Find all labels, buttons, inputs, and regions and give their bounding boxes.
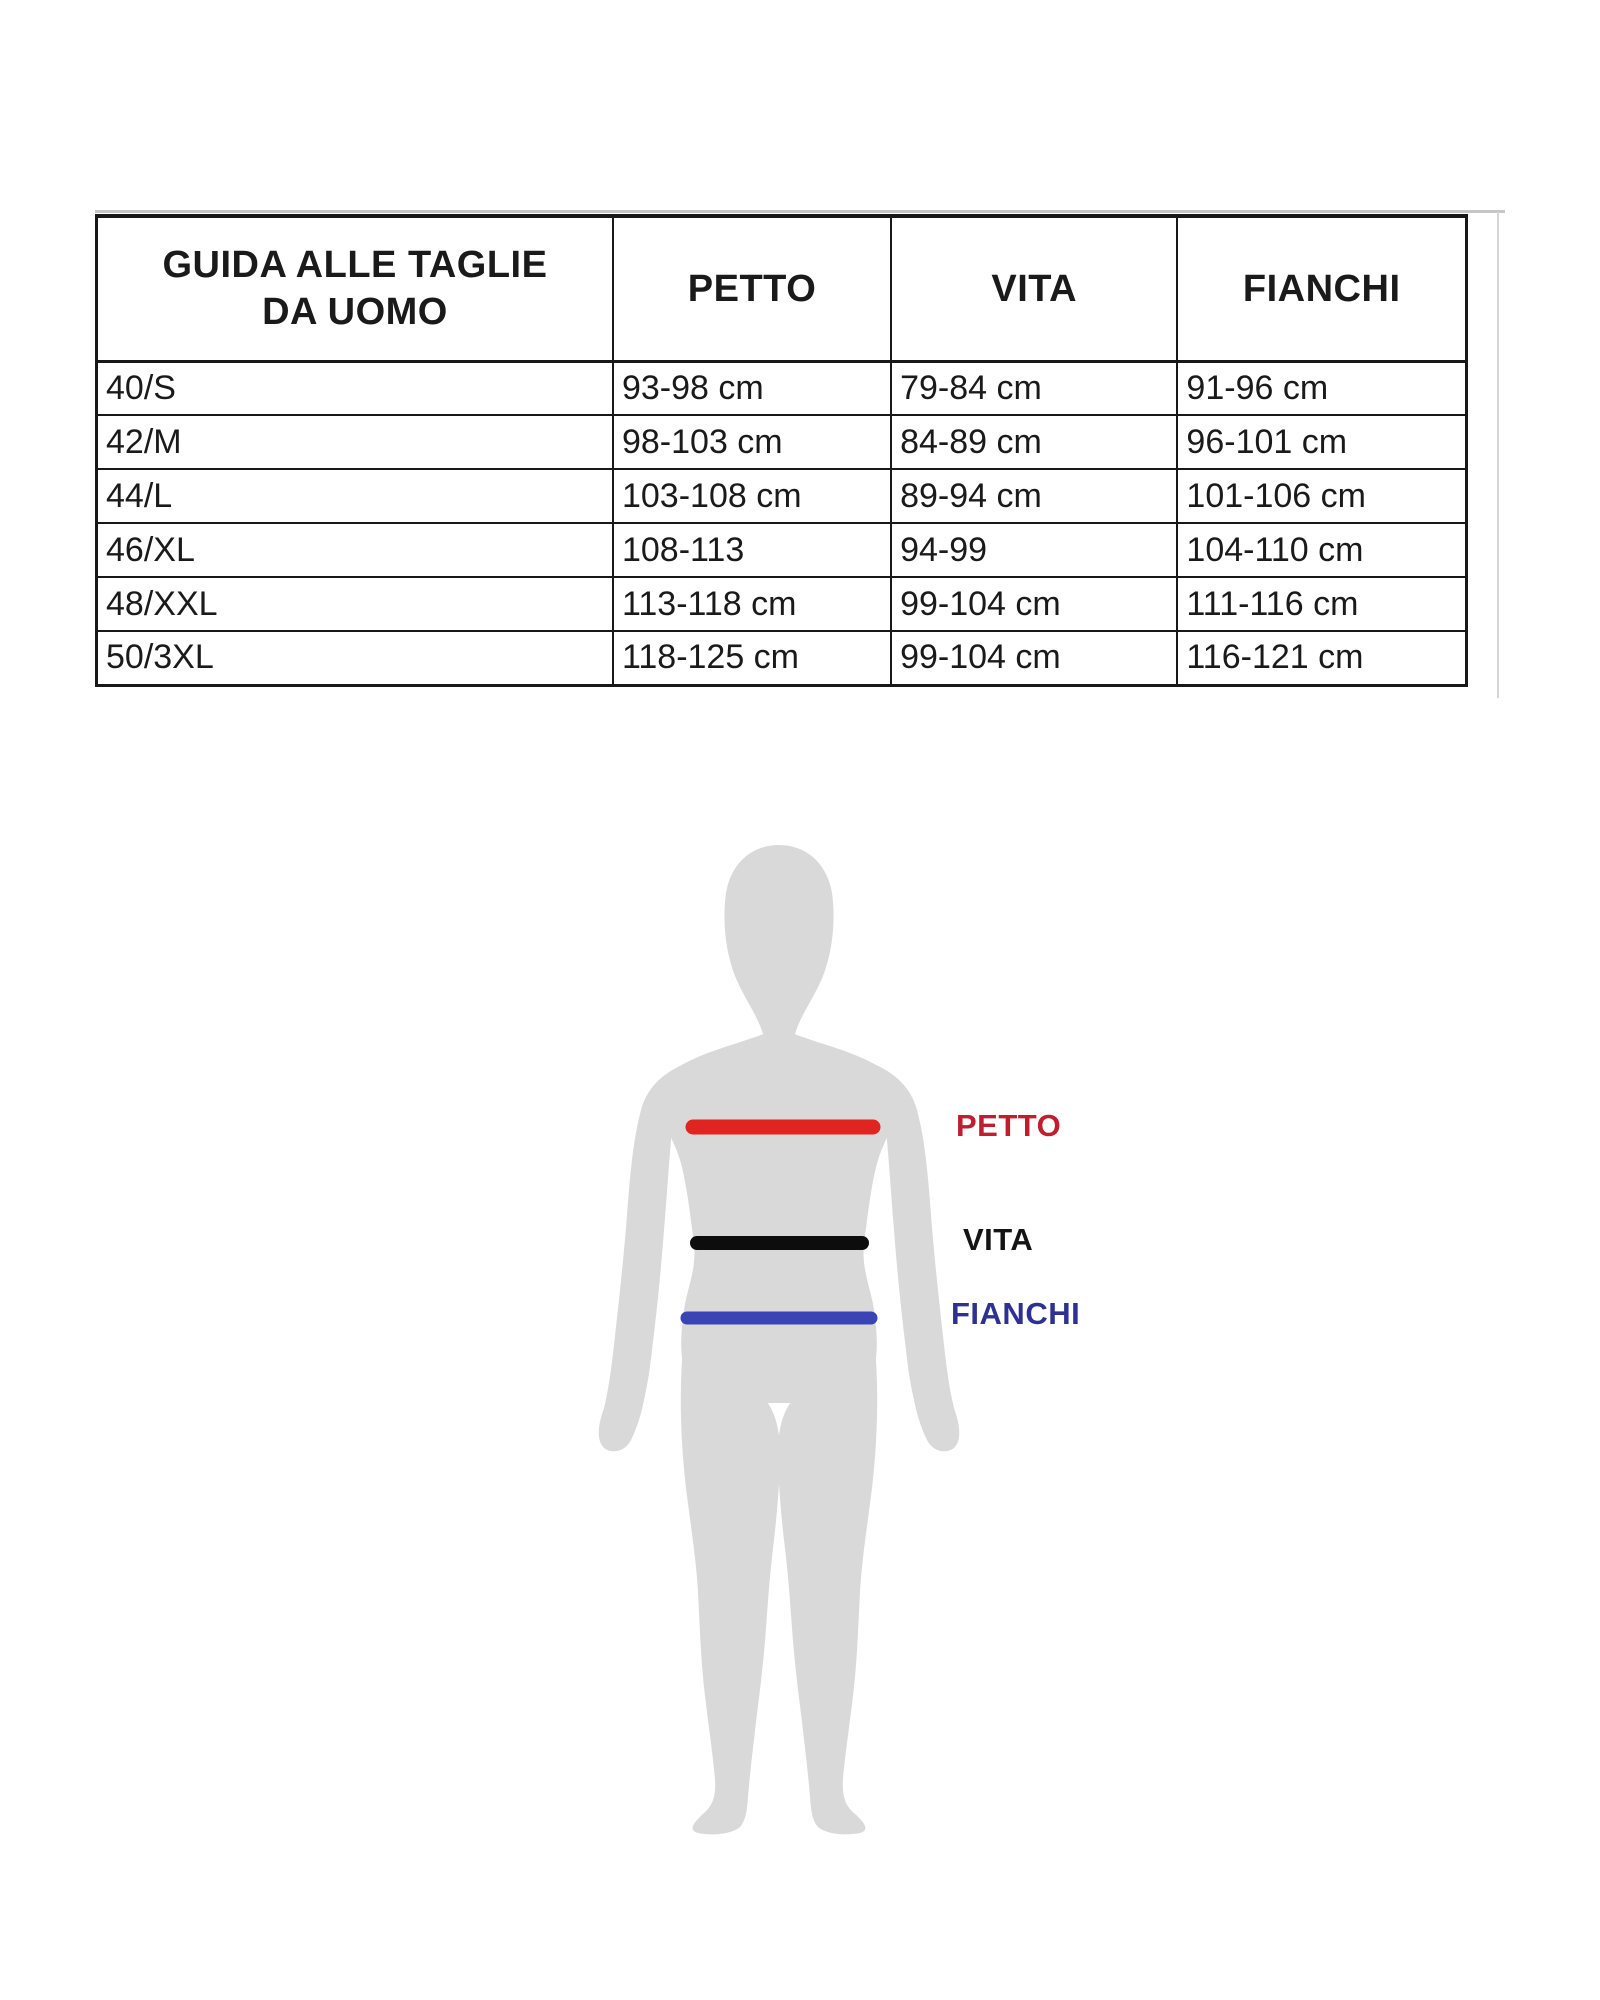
petto-label: PETTO (956, 1108, 1062, 1143)
table-row: 48/XXL 113-118 cm 99-104 cm 111-116 cm (95, 576, 1468, 632)
table-row: 46/XL 108-113 94-99 104-110 cm (95, 522, 1468, 578)
fianchi-cell: 101-106 cm (1176, 468, 1468, 524)
petto-cell: 108-113 (611, 522, 893, 578)
scan-artifact-line-horizontal (95, 210, 1505, 213)
size-guide-table: GUIDA ALLE TAGLIE DA UOMO PETTO VITA FIA… (95, 214, 1468, 687)
table-row: 40/S 93-98 cm 79-84 cm 91-96 cm (95, 360, 1468, 416)
vita-cell: 89-94 cm (890, 468, 1179, 524)
vita-cell: 99-104 cm (890, 576, 1179, 632)
silhouette-right-arm (858, 1058, 960, 1452)
size-cell: 42/M (95, 414, 614, 470)
scan-artifact-line-vertical (1497, 212, 1499, 698)
petto-cell: 103-108 cm (611, 468, 893, 524)
size-cell: 50/3XL (95, 630, 614, 686)
table-title-line2: DA UOMO (262, 290, 448, 333)
vita-cell: 94-99 (890, 522, 1179, 578)
column-header-vita: VITA (890, 215, 1179, 363)
fianchi-cell: 116-121 cm (1176, 630, 1468, 686)
petto-cell: 113-118 cm (611, 576, 893, 632)
petto-cell: 93-98 cm (611, 360, 893, 416)
column-header-fianchi: FIANCHI (1176, 215, 1468, 363)
petto-cell: 118-125 cm (611, 630, 893, 686)
fianchi-cell: 96-101 cm (1176, 414, 1468, 470)
vita-cell: 79-84 cm (890, 360, 1179, 416)
petto-cell: 98-103 cm (611, 414, 893, 470)
fianchi-cell: 111-116 cm (1176, 576, 1468, 632)
size-cell: 46/XL (95, 522, 614, 578)
size-cell: 44/L (95, 468, 614, 524)
silhouette-right-leg (778, 1335, 878, 1835)
vita-cell: 84-89 cm (890, 414, 1179, 470)
column-header-petto: PETTO (611, 215, 893, 363)
silhouette-head (724, 845, 834, 1060)
size-cell: 40/S (95, 360, 614, 416)
silhouette-left-leg (680, 1335, 780, 1835)
table-title-line1: GUIDA ALLE TAGLIE (162, 244, 548, 287)
vita-label: VITA (963, 1222, 1034, 1257)
fianchi-cell: 91-96 cm (1176, 360, 1468, 416)
table-row: 42/M 98-103 cm 84-89 cm 96-101 cm (95, 414, 1468, 470)
silhouette-left-arm (598, 1058, 700, 1452)
table-title-cell: GUIDA ALLE TAGLIE DA UOMO (95, 215, 614, 363)
table-row: 50/3XL 118-125 cm 99-104 cm 116-121 cm (95, 630, 1468, 686)
table-header-row: GUIDA ALLE TAGLIE DA UOMO PETTO VITA FIA… (95, 215, 1468, 363)
fianchi-cell: 104-110 cm (1176, 522, 1468, 578)
table-row: 44/L 103-108 cm 89-94 cm 101-106 cm (95, 468, 1468, 524)
vita-cell: 99-104 cm (890, 630, 1179, 686)
size-cell: 48/XXL (95, 576, 614, 632)
fianchi-label: FIANCHI (951, 1296, 1081, 1331)
